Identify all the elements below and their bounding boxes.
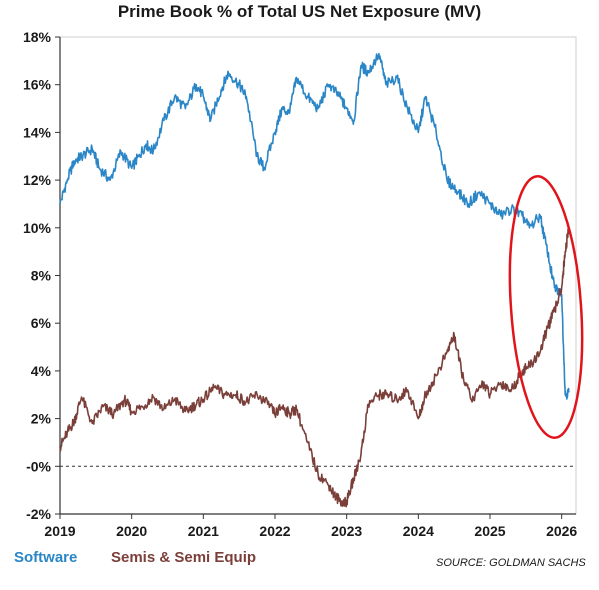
y-tick-label: -2% [26, 506, 51, 522]
legend-item-semis: Semis & Semi Equip [111, 549, 257, 566]
x-tick-label: 2025 [474, 523, 505, 539]
x-tick-label: 2024 [403, 523, 434, 539]
series-lines [59, 52, 570, 508]
x-tick-label: 2020 [116, 523, 147, 539]
axes: -2% -0% 2% 4% 6% 8% 10% 12% 14% 16% 18% 2019 2020 202… [23, 29, 577, 539]
y-tick-label: 6% [31, 315, 52, 331]
y-tick-label: 8% [31, 268, 52, 284]
x-tick-label: 2021 [188, 523, 219, 539]
annotations [508, 175, 584, 439]
y-tick-label: 10% [23, 220, 52, 236]
y-tick-label: 12% [23, 172, 52, 188]
y-tick-label: -0% [26, 458, 51, 474]
x-tick-label: 2023 [331, 523, 362, 539]
x-tick-label: 2022 [259, 523, 290, 539]
chart-title: Prime Book % of Total US Net Exposure (M… [117, 2, 482, 21]
source-note: SOURCE: GOLDMAN SACHS [436, 557, 586, 569]
y-tick-label: 16% [23, 77, 52, 93]
software-series-line [59, 52, 570, 400]
y-tick-label: 2% [31, 411, 52, 427]
legend-item-software: Software [14, 549, 78, 566]
y-tick-label: 4% [31, 363, 52, 379]
x-tick-label: 2019 [44, 523, 75, 539]
y-tick-label: 14% [23, 124, 52, 140]
x-tick-label: 2026 [546, 523, 577, 539]
y-tick-label: 18% [23, 29, 52, 45]
semis-series-line [59, 227, 570, 508]
highlight-ellipse [508, 175, 584, 439]
